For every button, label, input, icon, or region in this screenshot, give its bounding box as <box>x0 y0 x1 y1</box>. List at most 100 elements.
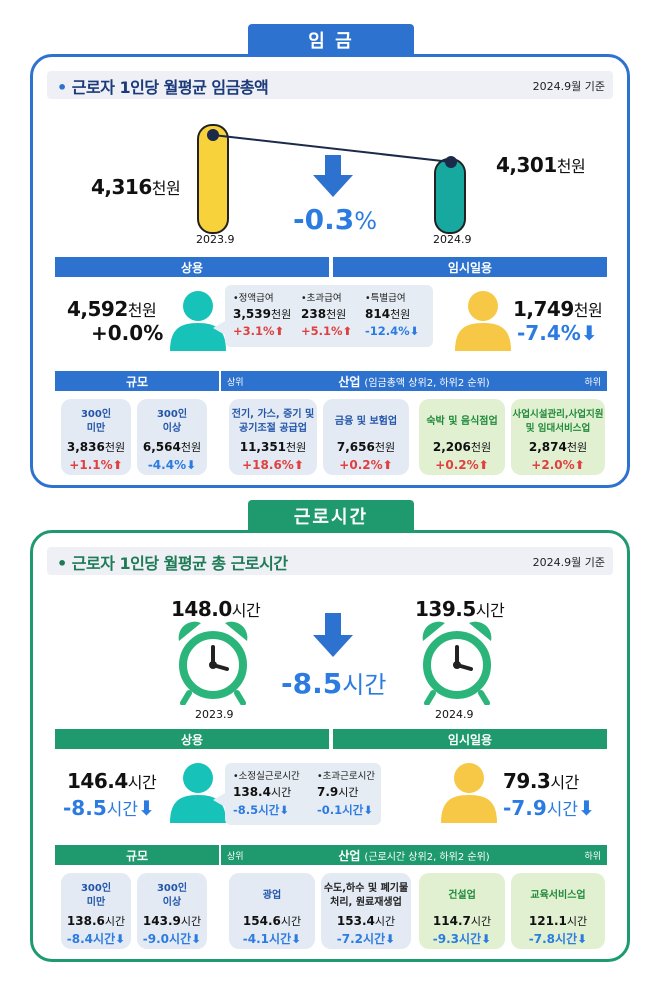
hours-temp-change: -7.9시간⬇ <box>503 796 595 820</box>
lower-label: 하위 <box>584 378 601 388</box>
person-icon <box>170 763 226 823</box>
title-bullet: • <box>57 554 72 573</box>
breakdown-value: 7.9시간 <box>317 785 359 799</box>
card-change: -4.4%⬇ <box>147 458 197 472</box>
card-value: 3,836천원 <box>66 440 126 454</box>
upper-label: 상위 <box>227 852 244 862</box>
hours-industry-bar: 상위 산업 (근로시간 상위2, 하위2 순위) 하위 <box>221 845 607 865</box>
wage-card: 사업시설관리,사업지원 및 임대서비스업 2,874천원 +2.0%⬆ <box>511 399 605 475</box>
wage-tab[interactable]: 임 금 <box>248 24 414 56</box>
alarm-clock-icon <box>422 621 492 705</box>
upper-label: 상위 <box>227 378 244 388</box>
hours-card: 교육서비스업 121.1시간 -7.8시간⬇ <box>511 873 605 949</box>
wage-trend-line <box>212 134 452 163</box>
card-name: 건설업 <box>448 890 476 901</box>
hours-tab[interactable]: 근로시간 <box>248 500 414 532</box>
wage-point-2023 <box>207 129 219 141</box>
wage-trend-chart <box>197 124 466 234</box>
industry-note: (임금총액 상위2, 하위2 순위) <box>364 377 490 389</box>
wage-curr-value: 4,301천원 <box>496 153 586 177</box>
wage-regular-change: +0.0% <box>91 321 164 345</box>
card-value: 7,656천원 <box>336 440 396 454</box>
card-name: 금융 및 보험업 <box>334 416 398 427</box>
hours-regular-value: 146.4시간 <box>67 769 157 793</box>
card-value: 138.6시간 <box>66 914 126 928</box>
wage-breakdown-item: •정액급여 3,539천원 +3.1%⬆ <box>233 290 291 338</box>
hours-panel: • 근로자 1인당 월평균 총 근로시간 2024.9월 기준 148.0시간 … <box>30 530 630 962</box>
wage-regular-bar: 상용 <box>55 257 329 277</box>
hours-prev-year: 2023.9 <box>195 708 234 721</box>
wage-prev-value: 4,316천원 <box>91 175 181 199</box>
wage-breakdown-item: •특별급여 814천원 -12.4%⬇ <box>365 290 419 338</box>
wage-industry-bar: 상위 산업 (임금총액 상위2, 하위2 순위) 하위 <box>221 371 607 391</box>
wage-breakdown-item: •초과급여 238천원 +5.1%⬆ <box>301 290 352 338</box>
bubble-pointer <box>213 321 225 335</box>
card-value: 114.7시간 <box>432 914 492 928</box>
card-name: 300인 이상 <box>156 883 188 908</box>
wage-card: 300인 미만 3,836천원 +1.1%⬆ <box>61 399 131 475</box>
card-value: 2,874천원 <box>528 440 588 454</box>
hours-card: 수도,하수 및 폐기물 처리, 원료재생업 153.4시간 -7.2시간⬇ <box>321 873 411 949</box>
breakdown-value: 3,539천원 <box>233 307 292 321</box>
hours-prev-value: 148.0시간 <box>171 597 261 621</box>
wage-bar-2023 <box>197 124 229 234</box>
hours-basis: 2024.9월 기준 <box>532 556 605 569</box>
card-change: +0.2%⬆ <box>435 458 489 472</box>
hours-card: 광업 154.6시간 -4.1시간⬇ <box>229 873 315 949</box>
wage-basis: 2024.9월 기준 <box>532 80 605 93</box>
wage-total-change: -0.3% <box>293 203 378 236</box>
hours-title-text: 근로자 1인당 월평균 총 근로시간 <box>71 554 288 573</box>
hours-breakdown-item: •소정실근로시간 138.4시간 -8.5시간⬇ <box>233 768 300 818</box>
card-name: 사업시설관리,사업지원 및 임대서비스업 <box>512 409 604 434</box>
person-icon <box>441 763 497 823</box>
wage-bar-2024 <box>434 158 466 234</box>
wage-card: 금융 및 보험업 7,656천원 +0.2%⬆ <box>323 399 409 475</box>
hours-curr-year: 2024.9 <box>435 708 474 721</box>
person-icon <box>170 291 226 351</box>
breakdown-value: 238천원 <box>301 307 347 321</box>
person-icon <box>455 291 511 351</box>
wage-curr-year: 2024.9 <box>433 233 472 246</box>
lower-label: 하위 <box>584 852 601 862</box>
wage-subheader: • 근로자 1인당 월평균 임금총액 2024.9월 기준 <box>47 71 613 99</box>
wage-scale-bar: 규모 <box>55 371 219 391</box>
industry-label: 산업 <box>338 374 361 389</box>
card-change: -9.3시간⬇ <box>432 932 492 946</box>
card-value: 121.1시간 <box>528 914 588 928</box>
card-value: 143.9시간 <box>142 914 202 928</box>
breakdown-label: •소정실근로시간 <box>233 771 300 782</box>
alarm-clock-icon <box>178 621 248 705</box>
card-name: 광업 <box>262 890 282 901</box>
hours-card: 300인 이상 143.9시간 -9.0시간⬇ <box>137 873 207 949</box>
card-change: +2.0%⬆ <box>531 458 585 472</box>
wage-card: 전기, 가스, 증기 및 공기조절 공급업 11,351천원 +18.6%⬆ <box>229 399 317 475</box>
breakdown-value: 138.4시간 <box>233 785 292 799</box>
industry-label: 산업 <box>338 848 361 863</box>
breakdown-value: 814천원 <box>365 307 411 321</box>
wage-temp-change: -7.4%⬇ <box>517 321 598 345</box>
hours-title: • 근로자 1인당 월평균 총 근로시간 <box>57 550 288 574</box>
hours-card: 300인 미만 138.6시간 -8.4시간⬇ <box>61 873 131 949</box>
card-change: +0.2%⬆ <box>339 458 393 472</box>
breakdown-label: •특별급여 <box>365 293 406 304</box>
card-name: 숙박 및 음식점업 <box>426 416 498 427</box>
hours-temp-value: 79.3시간 <box>503 769 579 793</box>
card-change: -7.8시간⬇ <box>528 932 588 946</box>
hours-regular-change: -8.5시간⬇ <box>63 796 155 820</box>
hours-breakdown: •소정실근로시간 138.4시간 -8.5시간⬇ •초과근로시간 7.9시간 -0.1시… <box>225 763 381 825</box>
card-name: 교육서비스업 <box>530 890 586 901</box>
down-arrow-icon <box>313 155 353 197</box>
wage-temp-value: 1,749천원 <box>513 297 603 321</box>
breakdown-change: -0.1시간⬇ <box>317 803 373 817</box>
breakdown-label: •정액급여 <box>233 293 274 304</box>
breakdown-change: -12.4%⬇ <box>365 324 420 338</box>
card-name: 300인 미만 <box>80 883 112 908</box>
wage-card: 숙박 및 음식점업 2,206천원 +0.2%⬆ <box>419 399 505 475</box>
wage-card: 300인 이상 6,564천원 -4.4%⬇ <box>137 399 207 475</box>
breakdown-change: -8.5시간⬇ <box>233 803 289 817</box>
hours-scale-bar: 규모 <box>55 845 219 865</box>
card-change: -4.1시간⬇ <box>242 932 302 946</box>
wage-breakdown: •정액급여 3,539천원 +3.1%⬆ •초과급여 238천원 +5.1%⬆ •특별급… <box>225 285 433 347</box>
card-value: 154.6시간 <box>242 914 302 928</box>
hours-total-change: -8.5시간 <box>281 667 387 700</box>
